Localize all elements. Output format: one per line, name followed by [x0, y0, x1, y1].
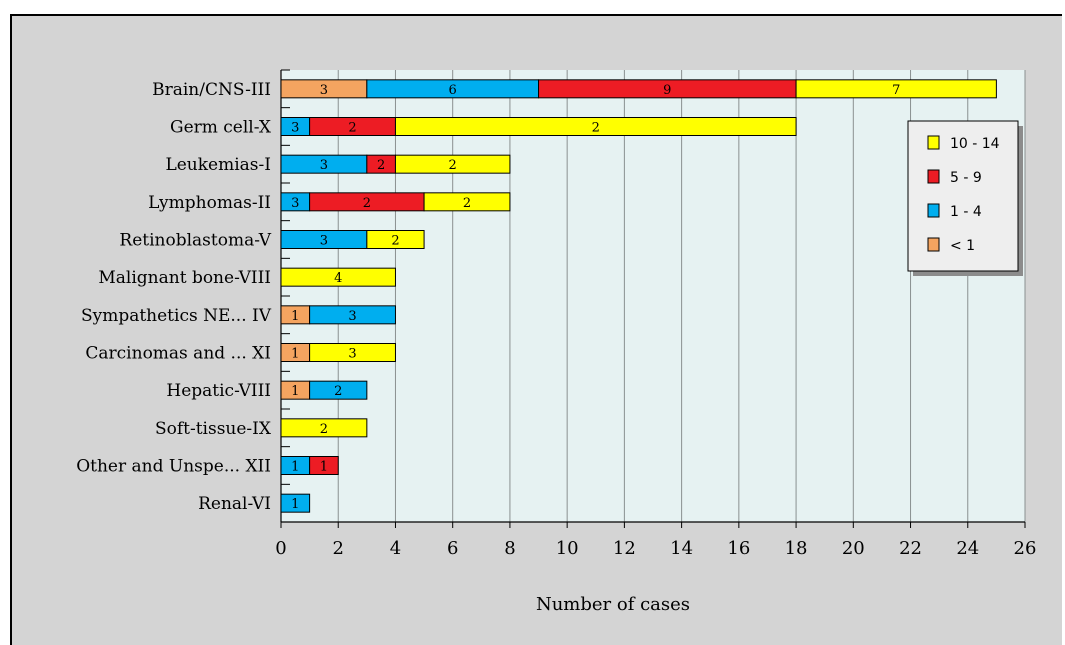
legend-box — [907, 120, 1019, 272]
category-label-hepatic-viii: Hepatic-VIII — [166, 381, 271, 401]
bar-lymphomas-ii-10-14 — [423, 192, 511, 212]
x-tick-label-18: 18 — [785, 538, 808, 559]
bar-label-renal-vi-1-4: 1 — [291, 497, 299, 512]
bar-label-leukemias-i-10-14: 2 — [449, 158, 457, 173]
bar-label-leukemias-i-5-9: 2 — [377, 158, 385, 173]
x-tick-label-4: 4 — [390, 538, 401, 559]
bar-label-carcinomas-and-xi-10-14: 3 — [348, 347, 356, 362]
bar-hepatic-viii-1-4 — [309, 380, 368, 400]
plot-area — [281, 70, 1025, 522]
bar-carcinomas-and-xi-10-14 — [309, 343, 396, 362]
x-tick-label-24: 24 — [956, 538, 979, 559]
x-tick-label-6: 6 — [447, 538, 458, 559]
bar-label-brain-cns-iii-1-4: 6 — [449, 83, 457, 98]
x-tick-label-12: 12 — [613, 538, 636, 559]
bar-label-hepatic-viii-1: 1 — [291, 384, 299, 399]
x-tick-label-22: 22 — [899, 538, 922, 559]
legend-swatch-10-14 — [927, 135, 940, 150]
x-tick-label-26: 26 — [1014, 538, 1037, 559]
bar-label-sympathetics-ne-iv-1-4: 3 — [348, 309, 356, 324]
bar-label-leukemias-i-1-4: 3 — [320, 158, 328, 173]
category-label-germ-cell-x: Germ cell-X — [170, 118, 272, 138]
x-tick-label-2: 2 — [333, 538, 344, 559]
bar-germ-cell-x-10-14 — [394, 117, 797, 136]
x-axis-title: Number of cases — [536, 594, 690, 615]
x-tick-label-20: 20 — [842, 538, 865, 559]
bar-label-germ-cell-x-1-4: 3 — [291, 121, 299, 136]
bar-label-retinoblastoma-v-10-14: 2 — [391, 234, 399, 249]
legend-label-10-14: 10 - 14 — [950, 136, 1000, 152]
bar-soft-tissue-ix-10-14 — [280, 418, 368, 438]
bar-other-and-unspe-xii-5-9 — [309, 456, 339, 475]
category-label-leukemias-i: Leukemias-I — [165, 155, 271, 175]
bar-label-malignant-bone-viii-10-14: 4 — [334, 271, 342, 286]
bar-label-germ-cell-x-10-14: 2 — [592, 121, 600, 136]
bar-label-brain-cns-iii-10-14: 7 — [892, 83, 900, 98]
bar-label-lymphomas-ii-1-4: 3 — [291, 196, 299, 211]
bar-sympathetics-ne-iv-1-4 — [309, 305, 396, 325]
x-tick-label-0: 0 — [275, 538, 286, 559]
bar-label-other-and-unspe-xii-1-4: 1 — [291, 460, 299, 475]
category-label-renal-vi: Renal-VI — [198, 494, 271, 514]
category-label-carcinomas-and-xi: Carcinomas and ... XI — [85, 344, 271, 364]
legend-swatch-1-4 — [927, 203, 940, 218]
category-label-other-and-unspe-xii: Other and Unspe... XII — [76, 457, 271, 477]
bar-label-brain-cns-iii-1: 3 — [320, 83, 328, 98]
bar-malignant-bone-viii-10-14 — [280, 267, 396, 287]
category-label-retinoblastoma-v: Retinoblastoma-V — [119, 231, 271, 251]
bar-retinoblastoma-v-10-14 — [366, 230, 425, 249]
bar-label-germ-cell-x-5-9: 2 — [348, 121, 356, 136]
category-label-brain-cns-iii: Brain/CNS-III — [152, 80, 271, 100]
x-tick-label-10: 10 — [556, 538, 579, 559]
legend-label-5-9: 5 - 9 — [950, 170, 982, 186]
legend-label-1-4: 1 - 4 — [950, 204, 982, 220]
bar-label-other-and-unspe-xii-5-9: 1 — [320, 460, 328, 475]
bar-brain-cns-iii-10-14 — [795, 79, 997, 99]
x-tick-label-8: 8 — [504, 538, 515, 559]
bar-label-retinoblastoma-v-1-4: 3 — [320, 234, 328, 249]
category-label-lymphomas-ii: Lymphomas-II — [148, 193, 271, 213]
bar-label-lymphomas-ii-10-14: 2 — [463, 196, 471, 211]
bar-label-soft-tissue-ix-10-14: 2 — [320, 422, 328, 437]
bar-leukemias-i-10-14 — [394, 154, 511, 174]
bar-label-sympathetics-ne-iv-1: 1 — [291, 309, 299, 324]
bar-label-brain-cns-iii-5-9: 9 — [663, 83, 671, 98]
x-tick-label-16: 16 — [727, 538, 750, 559]
category-label-malignant-bone-viii: Malignant bone-VIII — [98, 268, 271, 288]
category-label-sympathetics-ne-iv: Sympathetics NE... IV — [81, 306, 272, 326]
bar-label-lymphomas-ii-5-9: 2 — [363, 196, 371, 211]
bar-label-hepatic-viii-1-4: 2 — [334, 384, 342, 399]
legend-swatch-5-9 — [927, 169, 940, 184]
bar-renal-vi-1-4 — [280, 493, 311, 513]
legend-swatch-1 — [927, 237, 940, 252]
x-tick-label-14: 14 — [670, 538, 693, 559]
category-label-soft-tissue-ix: Soft-tissue-IX — [155, 419, 272, 439]
bar-label-carcinomas-and-xi-1: 1 — [291, 347, 299, 362]
legend-label-1: < 1 — [950, 238, 975, 254]
